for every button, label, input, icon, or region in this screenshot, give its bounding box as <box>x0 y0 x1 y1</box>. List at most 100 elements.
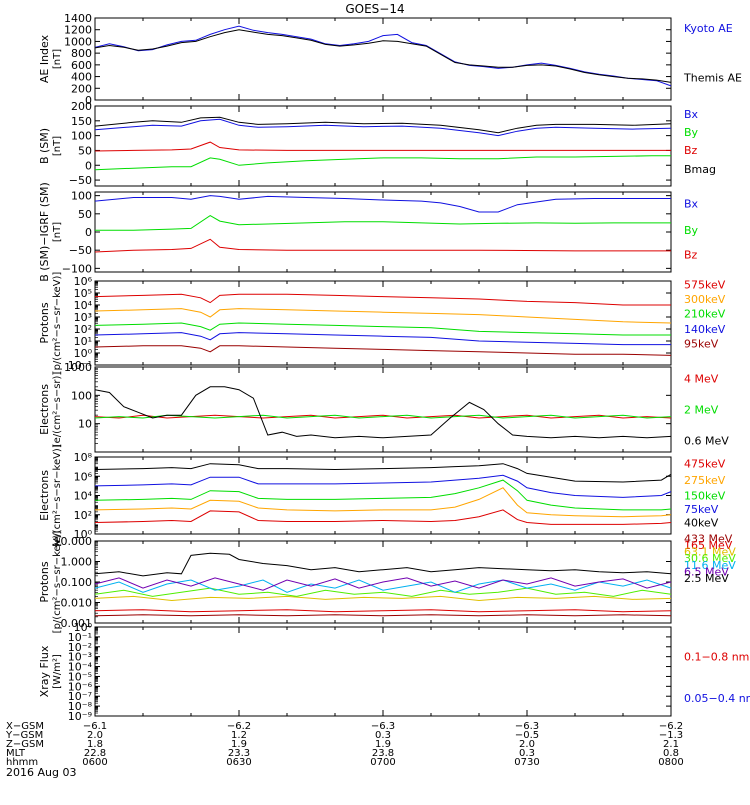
series-line-b_igrf-bz <box>94 238 671 253</box>
series-line-protons_low-300kev <box>94 308 672 324</box>
y-tick-label-b_sm: 0 <box>85 159 92 172</box>
legend-label-electrons_mev-2-mev: 2 MeV <box>684 404 719 417</box>
y-axis-label-protons_high: Protons <box>38 561 51 602</box>
y-tick-label-b_igrf: 0 <box>85 226 92 239</box>
legend-label-electrons_mev-0-6-mev: 0.6 MeV <box>684 435 729 448</box>
y-tick-label-protons_low: 10⁶ <box>74 275 93 288</box>
y-tick-label-ae: 800 <box>71 47 92 60</box>
legend-label-protons_low-210kev: 210keV <box>684 307 726 320</box>
y-tick-label-electrons_kev: 10⁶ <box>74 470 93 483</box>
series-line-electrons_mev-2-mev <box>94 414 672 419</box>
series-line-electrons_kev-150kev <box>94 479 672 511</box>
time-row-label: X−GSM <box>6 721 44 732</box>
legend-label-b_sm-bmag: Bmag <box>684 163 716 176</box>
series-line-protons_low-210kev <box>94 322 671 336</box>
y-tick-label-b_sm: 150 <box>71 115 92 128</box>
time-row-value-hhmm: 0730 <box>514 757 539 768</box>
legend-label-protons_low-300kev: 300keV <box>684 293 726 306</box>
y-tick-label-xray: 10⁻⁹ <box>68 710 92 723</box>
series-line-electrons_kev-275kev <box>94 487 672 518</box>
time-row-value-x-gsm: −6.1 <box>83 721 107 732</box>
legend-label-electrons_kev-40kev: 40keV <box>684 516 719 529</box>
y-tick-label-electrons_kev: 10⁰ <box>74 528 93 541</box>
series-line-protons_low-95kev <box>94 345 672 356</box>
series-line-electrons_mev-0-6-mev <box>94 386 672 439</box>
time-row-value-z-gsm: 1.8 <box>87 739 103 750</box>
legend-label-protons_high-6-5-mev: 6.5 MeV <box>684 565 729 578</box>
legend-label-electrons_kev-275kev: 275keV <box>684 474 726 487</box>
y-tick-label-protons_low: 10⁵ <box>74 287 92 300</box>
time-row-label: hhmm <box>6 757 38 768</box>
y-tick-label-b_sm: 200 <box>71 100 92 113</box>
legend-label-b_sm-bz: Bz <box>684 144 698 157</box>
time-row-value-z-gsm: 1.9 <box>231 739 247 750</box>
series-line-b_igrf-by <box>95 215 671 231</box>
y-tick-label-b_sm: 100 <box>71 130 92 143</box>
legend-label-b_sm-by: By <box>684 126 699 139</box>
y-tick-label-protons_low: 10⁻¹ <box>68 359 92 372</box>
time-row-value-hhmm: 0600 <box>82 757 107 768</box>
time-row-value-hhmm: 0700 <box>370 757 395 768</box>
y-tick-label-xray: 10⁻⁶ <box>68 680 93 693</box>
y-tick-label-ae: 1400 <box>64 12 92 25</box>
y-tick-label-protons_low: 10³ <box>74 311 92 324</box>
y-tick-label-electrons_mev: 1000 <box>64 361 92 374</box>
time-row-value-y-gsm: 0.3 <box>375 730 391 741</box>
series-line-protons_high-6-5-mev <box>94 577 672 591</box>
y-axis-unit-b_igrf: [nT] <box>52 222 63 242</box>
y-tick-label-protons_low: 10⁰ <box>74 347 93 360</box>
series-line-protons_low-575kev <box>94 293 671 306</box>
time-row-value-z-gsm: 2.1 <box>663 739 679 750</box>
series-line-protons_high-2-5-mev <box>94 552 672 577</box>
y-tick-label-xray: 10⁻⁸ <box>68 700 93 713</box>
y-tick-label-ae: 200 <box>71 82 92 95</box>
time-row-label: Z−GSM <box>6 739 44 750</box>
y-tick-label-xray: 10⁻⁷ <box>68 690 92 703</box>
series-line-b_sm-by <box>94 155 671 171</box>
legend-label-xray-0-1-0-8-nm: 0.1−0.8 nm <box>684 651 749 664</box>
y-tick-label-xray: 10⁻² <box>68 641 92 654</box>
y-tick-label-electrons_mev: 10 <box>78 418 92 431</box>
legend-label-xray-0-05-0-4-nm: 0.05−0.4 nm <box>684 692 750 705</box>
time-row-value-mlt: 23.3 <box>228 748 250 759</box>
y-tick-label-electrons_kev: 10² <box>74 509 92 522</box>
time-row-value-x-gsm: −6.2 <box>227 721 251 732</box>
legend-label-b_sm-bx: Bx <box>684 108 699 121</box>
date-label: 2016 Aug 03 <box>6 766 76 779</box>
y-tick-label-xray: 10⁻⁵ <box>68 670 92 683</box>
legend-label-protons_high-2-5-mev: 2.5 MeV <box>684 572 729 585</box>
y-axis-label-electrons_mev: Electrons <box>38 384 51 435</box>
series-line-protons_high-11-6-mev <box>94 579 672 593</box>
series-line-protons_high-165-mev <box>94 609 672 613</box>
y-tick-label-b_sm: −50 <box>69 174 92 187</box>
legend-label-protons_high-63-1-mev: 63.1 MeV <box>684 546 736 559</box>
time-row-value-y-gsm: −0.5 <box>515 730 539 741</box>
y-tick-label-b_igrf: 100 <box>71 190 92 203</box>
y-tick-label-protons_low: 10⁴ <box>74 299 93 312</box>
y-axis-unit-b_sm: [nT] <box>52 136 63 156</box>
time-row-value-y-gsm: 1.2 <box>231 730 247 741</box>
y-axis-unit-electrons_kev: [e/(cm²−s−sr−keV)] <box>52 444 63 547</box>
legend-label-ae-kyoto-ae: Kyoto AE <box>684 22 733 35</box>
y-tick-label-xray: 10⁰ <box>74 621 93 634</box>
y-tick-label-xray: 10⁻¹ <box>68 631 92 644</box>
legend-label-ae-themis-ae: Themis AE <box>683 72 742 85</box>
time-row-value-y-gsm: −1.3 <box>659 730 683 741</box>
time-row-value-mlt: 22.8 <box>84 748 106 759</box>
y-tick-label-electrons_kev: 10⁴ <box>74 490 93 503</box>
y-tick-label-ae: 600 <box>71 59 92 72</box>
series-line-b_sm-bx <box>94 118 672 137</box>
y-axis-label-ae: AE Index <box>38 34 51 83</box>
y-tick-label-protons_low: 10² <box>74 323 92 336</box>
series-line-protons_high-63-1-mev <box>94 595 672 602</box>
legend-label-protons_high-11-6-mev: 11.6 MeV <box>684 559 736 572</box>
y-tick-label-ae: 0 <box>85 94 92 107</box>
y-tick-label-b_igrf: −100 <box>62 262 92 275</box>
legend-label-protons_high-165-mev: 165 MeV <box>684 539 733 552</box>
legend-label-b_igrf-by: By <box>684 224 699 237</box>
y-tick-label-protons_high: 1.000 <box>61 556 93 569</box>
y-axis-unit-protons_high: [p/(cm²−s−sr−keV)] <box>52 531 63 634</box>
legend-label-b_igrf-bx: Bx <box>684 198 699 211</box>
y-tick-label-ae: 1000 <box>64 35 92 48</box>
